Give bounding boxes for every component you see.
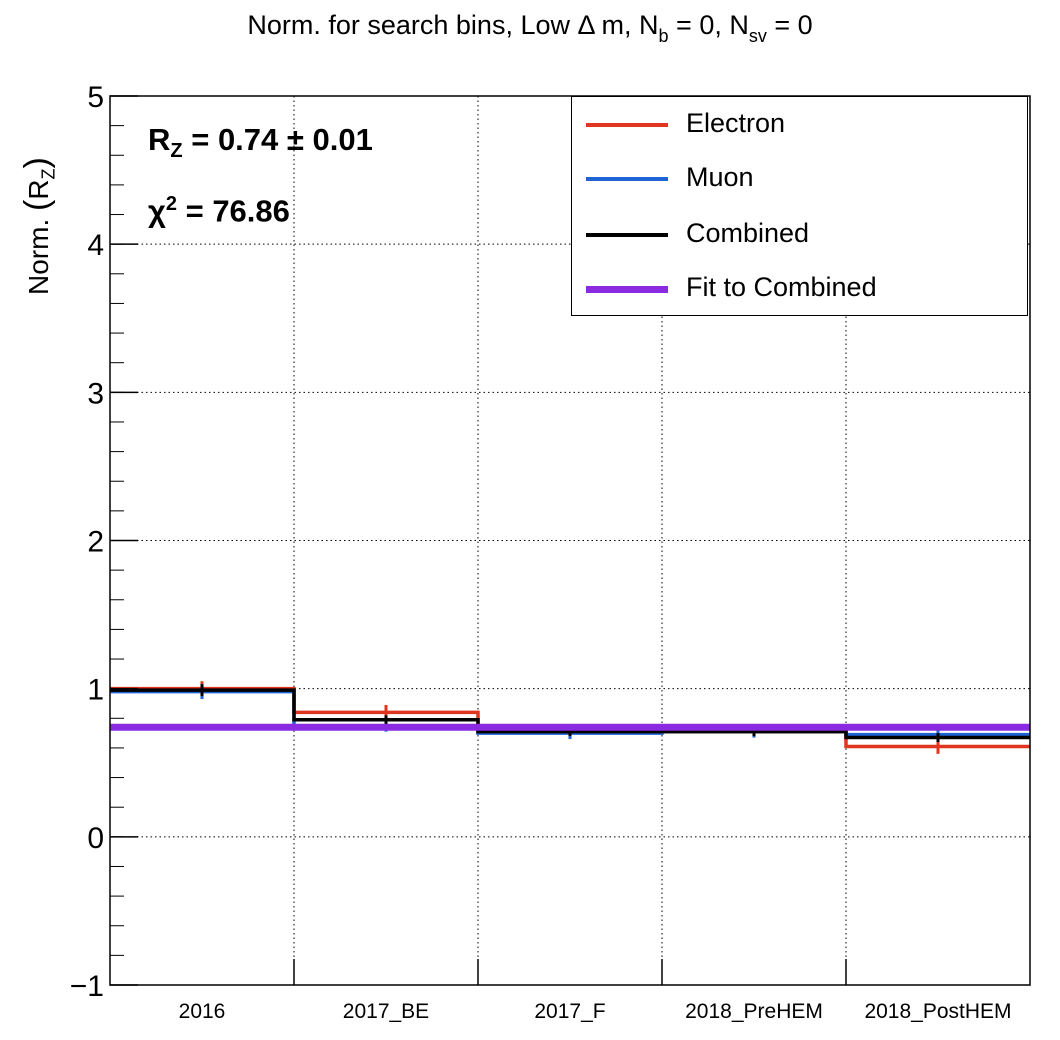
legend-swatch-combined — [586, 233, 668, 237]
y-tick-label-1: 0 — [87, 822, 104, 855]
x-tick-label-0: 2016 — [179, 1000, 226, 1023]
legend-label-muon: Muon — [686, 162, 754, 192]
y-tick-label-2: 1 — [87, 674, 104, 707]
series-layer — [110, 681, 1030, 754]
rz-annotation: RZ = 0.74 ± 0.01 — [148, 122, 373, 163]
legend-item-muon: Muon — [572, 151, 1027, 205]
chi2-annotation: χ2 = 76.86 — [148, 193, 290, 229]
chart-title: Norm. for search bins, Low Δ m, Nb = 0, … — [247, 10, 813, 46]
legend-swatch-fit — [586, 286, 668, 293]
x-tick-label-1: 2017_BE — [343, 1000, 429, 1023]
axes — [109, 95, 1031, 986]
series-2-line — [110, 688, 1030, 740]
y-tick-label-3: 2 — [87, 526, 104, 559]
y-tick-label-4: 3 — [87, 377, 104, 410]
legend-label-fit: Fit to Combined — [686, 272, 877, 302]
y-tick-labels: −1 0 1 2 3 4 5 — [70, 81, 104, 1003]
legend-item-electron: Electron — [572, 97, 1027, 151]
y-tick-label-5: 4 — [87, 229, 104, 262]
legend-swatch-muon — [586, 177, 668, 181]
x-tick-labels: 2016 2017_BE 2017_F 2018_PreHEM 2018_PostHEM — [179, 1000, 1012, 1023]
legend-item-fit: Fit to Combined — [572, 261, 1027, 315]
y-tick-label-6: 5 — [87, 81, 104, 114]
legend-label-electron: Electron — [686, 108, 786, 138]
x-tick-label-3: 2018_PreHEM — [685, 1000, 823, 1023]
legend-label-combined: Combined — [686, 218, 810, 248]
x-tick-label-4: 2018_PostHEM — [864, 1000, 1011, 1023]
legend: Electron Muon Combined Fit to Combined — [571, 96, 1028, 316]
y-tick-label-0: −1 — [70, 970, 104, 1003]
x-tick-label-2: 2017_F — [534, 1000, 605, 1023]
legend-item-combined: Combined — [572, 207, 1027, 261]
legend-swatch-electron — [586, 123, 668, 127]
